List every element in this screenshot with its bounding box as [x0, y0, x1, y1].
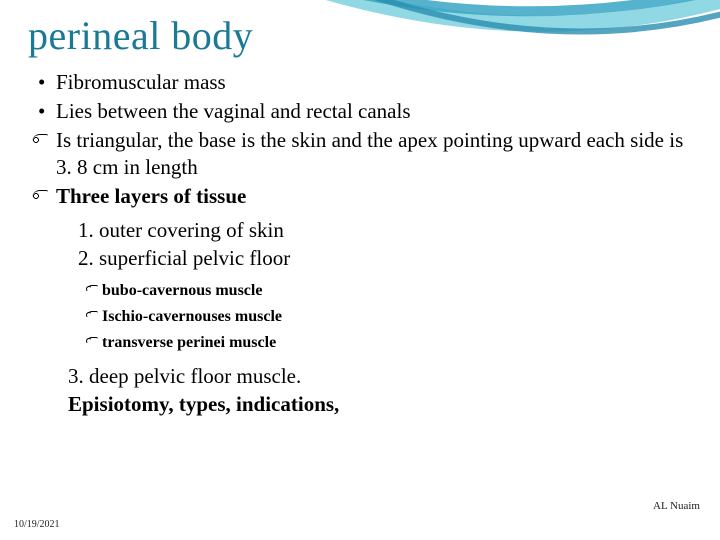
footer-author: AL Nuaim [653, 500, 700, 512]
bullet-triangular: Is triangular, the base is the skin and … [28, 127, 692, 181]
numbered-superficial: 2. superficial pelvic floor [28, 245, 692, 272]
slide-container: perineal body Fibromuscular mass Lies be… [0, 0, 720, 540]
bullet-lies-between: Lies between the vaginal and rectal cana… [28, 98, 692, 125]
numbered-deep-pelvic: 3. deep pelvic floor muscle. [28, 363, 692, 390]
footer-date: 10/19/2021 [14, 519, 60, 530]
bullet-fibromuscular: Fibromuscular mass [28, 69, 692, 96]
bullet-three-layers: Three layers of tissue [28, 183, 692, 210]
episiotomy-line: Episiotomy, types, indications, [28, 391, 692, 418]
sub-transverse: transverse perinei muscle [28, 331, 692, 355]
numbered-outer-covering: 1. outer covering of skin [28, 217, 692, 244]
bullet-list: Fibromuscular mass Lies between the vagi… [28, 69, 692, 418]
sub-bubo: bubo-cavernous muscle [28, 279, 692, 303]
sub-ischio: Ischio-cavernouses muscle [28, 305, 692, 329]
slide-title: perineal body [28, 12, 692, 59]
